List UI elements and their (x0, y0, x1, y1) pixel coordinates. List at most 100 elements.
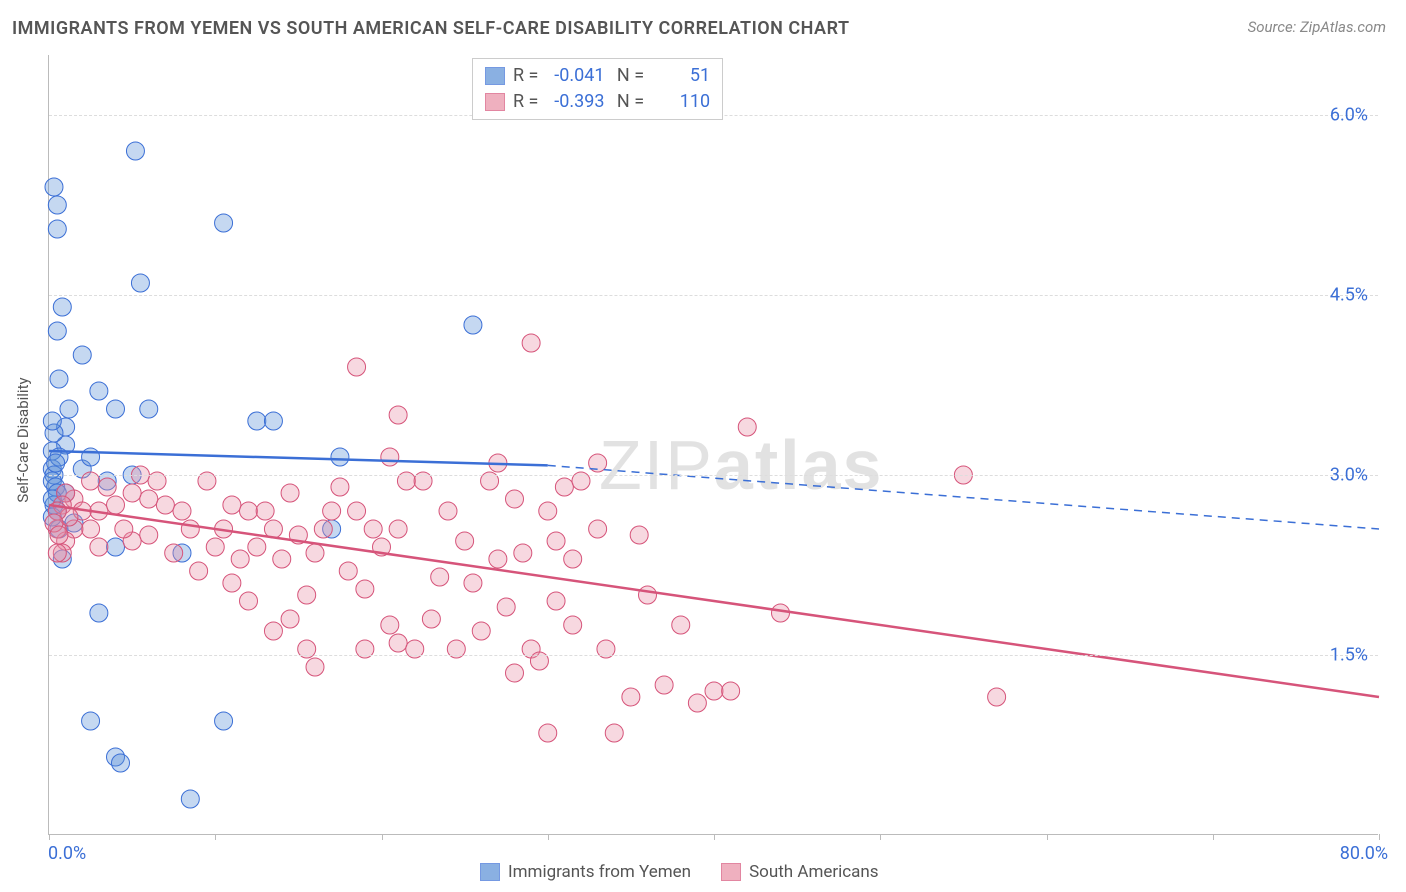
y-axis-label: Self-Care Disability (14, 377, 32, 502)
gridline (49, 295, 1378, 296)
data-point (248, 538, 266, 556)
data-point (555, 478, 573, 496)
data-point (131, 274, 149, 292)
data-point (705, 682, 723, 700)
data-point (90, 538, 108, 556)
data-point (82, 712, 100, 730)
data-point (156, 496, 174, 514)
data-point (389, 520, 407, 538)
x-min-label: 0.0% (48, 843, 86, 864)
data-point (140, 526, 158, 544)
data-point (48, 196, 66, 214)
data-point (240, 502, 258, 520)
data-point (50, 526, 68, 544)
data-point (273, 550, 291, 568)
data-point (281, 610, 299, 628)
series-legend: Immigrants from Yemen South Americans (480, 862, 879, 882)
x-max-label: 80.0% (1340, 843, 1388, 864)
data-point (439, 502, 457, 520)
stat-r-label-1: R = (513, 89, 538, 115)
data-point (497, 598, 515, 616)
data-point (738, 418, 756, 436)
data-point (364, 520, 382, 538)
data-point (181, 520, 199, 538)
data-point (47, 454, 65, 472)
x-tick (880, 834, 881, 840)
data-point (464, 574, 482, 592)
x-tick (215, 834, 216, 840)
data-point (48, 220, 66, 238)
data-point (223, 496, 241, 514)
data-point (389, 406, 407, 424)
data-point (547, 592, 565, 610)
data-point (331, 478, 349, 496)
data-point (639, 586, 657, 604)
data-point (655, 676, 673, 694)
data-point (539, 502, 557, 520)
y-tick-label: 4.5% (1330, 285, 1368, 306)
x-tick (1213, 834, 1214, 840)
data-point (622, 688, 640, 706)
data-point (514, 544, 532, 562)
data-point (190, 562, 208, 580)
data-point (381, 448, 399, 466)
y-tick-label: 1.5% (1330, 645, 1368, 666)
legend-label-1: South Americans (749, 862, 879, 882)
legend-item-0: Immigrants from Yemen (480, 862, 691, 882)
data-point (356, 580, 374, 598)
data-point (240, 592, 258, 610)
plot-area: ZIPatlas 1.5%3.0%4.5%6.0% (48, 55, 1378, 835)
data-point (73, 346, 91, 364)
data-point (564, 616, 582, 634)
data-point (306, 544, 324, 562)
legend-swatch-0 (480, 863, 500, 881)
stat-r-label-0: R = (513, 63, 538, 89)
data-point (630, 526, 648, 544)
data-point (348, 502, 366, 520)
data-point (672, 616, 690, 634)
stats-row-0: R = -0.041 N = 51 (485, 63, 710, 89)
data-point (231, 550, 249, 568)
data-point (90, 604, 108, 622)
data-point (107, 538, 125, 556)
legend-swatch-1 (721, 863, 741, 881)
data-point (988, 688, 1006, 706)
chart-title: IMMIGRANTS FROM YEMEN VS SOUTH AMERICAN … (12, 18, 850, 39)
data-point (115, 520, 133, 538)
data-point (48, 322, 66, 340)
data-point (50, 370, 68, 388)
x-tick (548, 834, 549, 840)
data-point (422, 610, 440, 628)
data-point (539, 724, 557, 742)
stats-legend: R = -0.041 N = 51 R = -0.393 N = 110 (472, 58, 723, 120)
data-point (215, 214, 233, 232)
data-point (173, 502, 191, 520)
source-label: Source: (1248, 18, 1297, 36)
data-point (589, 520, 607, 538)
data-point (298, 586, 316, 604)
data-point (472, 622, 490, 640)
data-point (348, 358, 366, 376)
data-point (82, 520, 100, 538)
stat-r-val-1: -0.393 (546, 89, 604, 115)
data-point (206, 538, 224, 556)
data-point (140, 400, 158, 418)
data-point (165, 544, 183, 562)
x-tick (1047, 834, 1048, 840)
data-point (48, 544, 66, 562)
data-point (522, 334, 540, 352)
data-point (90, 382, 108, 400)
data-point (506, 490, 524, 508)
data-point (456, 532, 474, 550)
x-tick (1379, 834, 1380, 840)
data-point (564, 550, 582, 568)
data-point (123, 484, 141, 502)
data-point (464, 316, 482, 334)
legend-item-1: South Americans (721, 862, 879, 882)
swatch-0 (485, 67, 505, 85)
data-point (431, 568, 449, 586)
data-point (181, 790, 199, 808)
x-tick (714, 834, 715, 840)
data-point (264, 622, 282, 640)
x-tick (382, 834, 383, 840)
